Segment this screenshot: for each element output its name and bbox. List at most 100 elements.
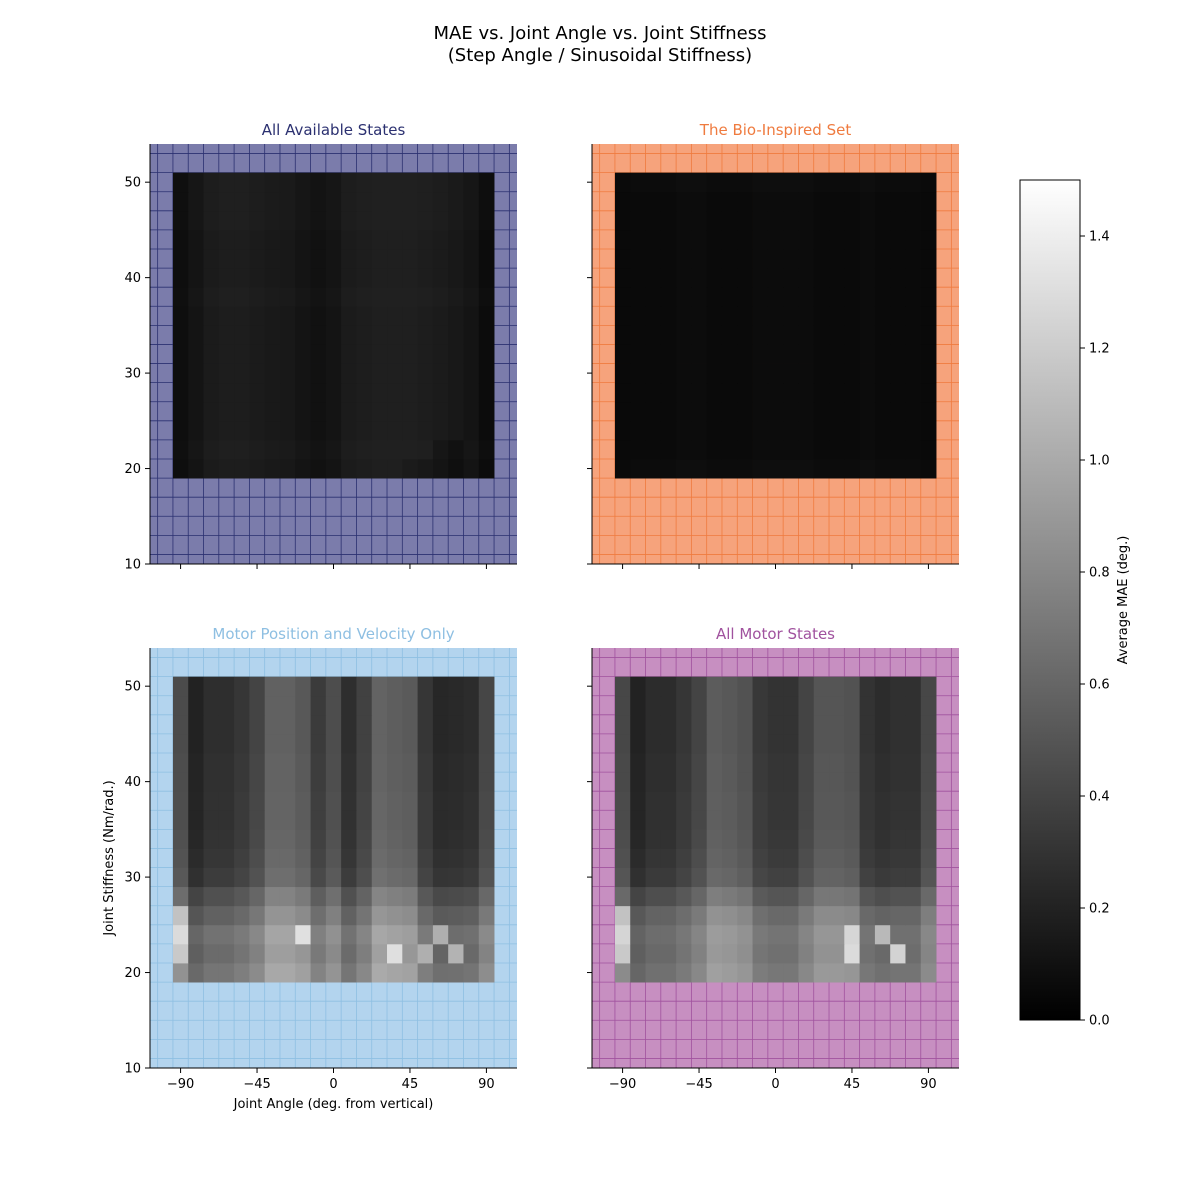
heatmap-cell bbox=[783, 810, 799, 830]
heatmap-cell bbox=[310, 963, 327, 983]
heatmap-cell bbox=[874, 229, 891, 250]
heatmap-cell bbox=[859, 229, 876, 250]
heatmap-cell bbox=[630, 753, 646, 773]
heatmap-cell bbox=[387, 249, 403, 269]
heatmap-cell bbox=[920, 363, 937, 384]
heatmap-cell bbox=[203, 401, 220, 422]
heatmap-cell bbox=[448, 249, 464, 269]
heatmap-cell bbox=[905, 810, 922, 830]
heatmap-cell bbox=[798, 848, 815, 868]
heatmap-cell bbox=[691, 943, 708, 964]
heatmap-cell bbox=[310, 886, 327, 907]
heatmap-cell bbox=[371, 268, 388, 288]
heatmap-cell bbox=[859, 401, 876, 422]
heatmap-cell bbox=[402, 382, 418, 403]
heatmap-cell bbox=[218, 363, 235, 384]
heatmap-cell bbox=[325, 268, 342, 288]
heatmap-cell bbox=[783, 886, 799, 907]
heatmap-cell bbox=[645, 943, 662, 964]
heatmap-cell bbox=[295, 695, 311, 716]
heatmap-cell bbox=[325, 943, 342, 964]
heatmap-cell bbox=[660, 229, 677, 250]
heatmap-cell bbox=[905, 867, 922, 888]
heatmap-cell bbox=[844, 733, 860, 754]
heatmap-cell bbox=[417, 401, 434, 422]
heatmap-cell bbox=[767, 382, 784, 403]
heatmap-cell bbox=[432, 249, 449, 269]
heatmap-cell bbox=[844, 229, 860, 250]
heatmap-cell bbox=[218, 172, 235, 193]
heatmap-cell bbox=[829, 810, 845, 830]
heatmap-cell bbox=[432, 943, 449, 964]
heatmap-cell bbox=[249, 382, 266, 403]
heatmap-cell bbox=[813, 848, 830, 868]
heatmap-cell bbox=[279, 306, 296, 326]
heatmap-cell bbox=[660, 733, 677, 754]
heatmap-cell bbox=[325, 924, 342, 945]
heatmap-cell bbox=[264, 714, 281, 735]
heatmap-cell bbox=[172, 325, 189, 345]
heatmap-cell bbox=[478, 191, 495, 212]
heatmap-cell bbox=[264, 172, 281, 193]
heatmap-cell bbox=[234, 733, 250, 754]
heatmap-cell bbox=[341, 191, 357, 212]
heatmap-cell bbox=[905, 753, 922, 773]
heatmap-cell bbox=[371, 963, 388, 983]
heatmap-cell bbox=[371, 210, 388, 231]
heatmap-cell bbox=[218, 886, 235, 907]
heatmap-cell bbox=[813, 172, 830, 193]
y-tick-label: 50 bbox=[124, 176, 141, 191]
heatmap-cell bbox=[676, 344, 692, 364]
heatmap-cell bbox=[890, 268, 906, 288]
heatmap-cell bbox=[798, 325, 815, 345]
heatmap-cell bbox=[387, 810, 403, 830]
heatmap-cell bbox=[706, 401, 723, 422]
heatmap-cell bbox=[463, 172, 480, 193]
heatmap-cell bbox=[387, 210, 403, 231]
heatmap-cell bbox=[920, 459, 937, 479]
heatmap-cell bbox=[310, 714, 327, 735]
heatmap-cell bbox=[188, 191, 204, 212]
heatmap-cell bbox=[767, 905, 784, 926]
heatmap-cell bbox=[920, 733, 937, 754]
heatmap-cell bbox=[325, 791, 342, 811]
heatmap-cell bbox=[218, 268, 235, 288]
heatmap-cell bbox=[387, 439, 403, 460]
heatmap-cell bbox=[478, 963, 495, 983]
heatmap-cell bbox=[279, 733, 296, 754]
heatmap-cell bbox=[813, 325, 830, 345]
heatmap-cell bbox=[341, 791, 357, 811]
colorbar-tick-label: 1.4 bbox=[1089, 230, 1110, 245]
heatmap-cell bbox=[249, 714, 266, 735]
heatmap-cell bbox=[783, 867, 799, 888]
heatmap-cell bbox=[660, 829, 677, 849]
heatmap-cell bbox=[387, 924, 403, 945]
heatmap-cell bbox=[432, 924, 449, 945]
heatmap-cell bbox=[676, 249, 692, 269]
heatmap-cell bbox=[463, 210, 480, 231]
heatmap-cell bbox=[417, 420, 434, 441]
heatmap-cell bbox=[218, 905, 235, 926]
heatmap-cell bbox=[356, 210, 373, 231]
heatmap-cell bbox=[417, 459, 434, 479]
heatmap-cell bbox=[356, 714, 373, 735]
heatmap-cell bbox=[706, 829, 723, 849]
heatmap-cell bbox=[706, 753, 723, 773]
heatmap-cell bbox=[172, 210, 189, 231]
heatmap-cell bbox=[829, 733, 845, 754]
heatmap-cell bbox=[203, 867, 220, 888]
heatmap-cell bbox=[676, 924, 692, 945]
x-tick-label: 45 bbox=[402, 1077, 419, 1092]
heatmap-cell bbox=[325, 382, 342, 403]
heatmap-cell bbox=[920, 867, 937, 888]
heatmap-cell bbox=[402, 791, 418, 811]
x-tick-label: −90 bbox=[609, 1077, 636, 1092]
heatmap-cell bbox=[279, 695, 296, 716]
heatmap-cell bbox=[905, 439, 922, 460]
heatmap-cell bbox=[478, 229, 495, 250]
heatmap-cell bbox=[203, 924, 220, 945]
heatmap-cell bbox=[188, 287, 204, 307]
heatmap-cell bbox=[737, 420, 753, 441]
heatmap-cell bbox=[387, 401, 403, 422]
heatmap-cell bbox=[341, 344, 357, 364]
